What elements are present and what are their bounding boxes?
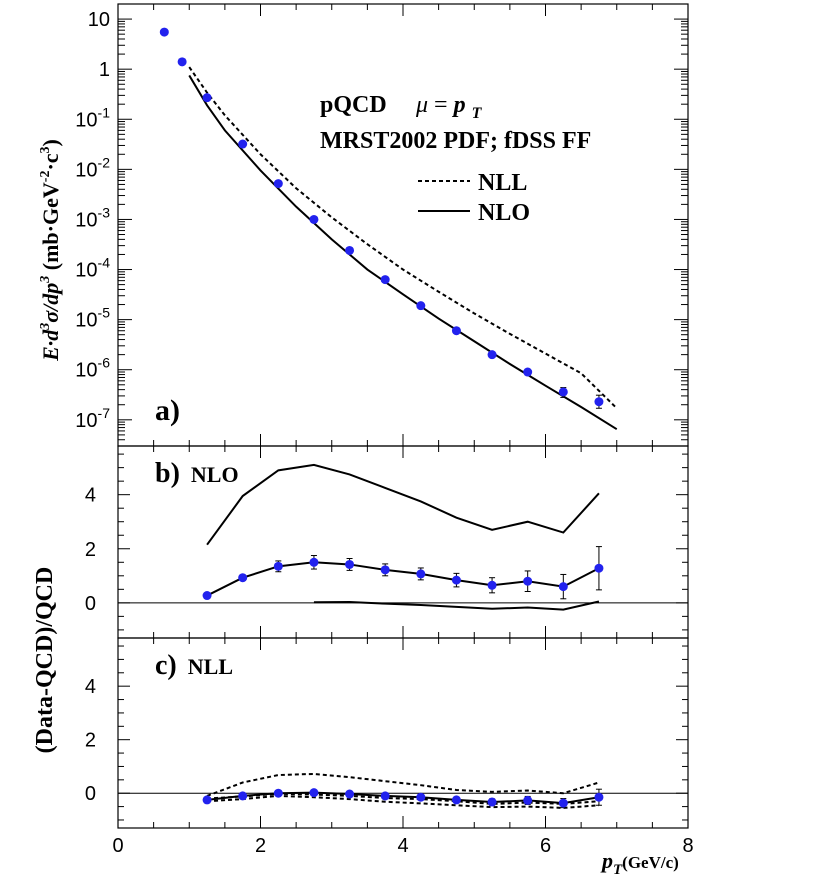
data-point (273, 561, 283, 571)
legend-nlo-label: NLO (478, 200, 530, 226)
data-point (487, 350, 497, 360)
y-tick-label: 0 (85, 783, 96, 805)
panel-a-label: a) (155, 394, 180, 427)
panel-a-frame (117, 3, 689, 447)
data-point (380, 275, 390, 285)
panel-a: 10 1 10-1 10-2 10-3 10-4 10-5 10-6 10-7 (75, 3, 689, 447)
data-point (159, 27, 169, 37)
data-line (206, 791, 600, 805)
y-tick-label: 10-3 (75, 204, 110, 231)
panel-b-label: b) NLO (155, 458, 239, 489)
annotation-eq: = (434, 92, 454, 118)
svg-text:pQCD: pQCD (320, 92, 387, 118)
annotation-mu: μ (415, 92, 428, 118)
data-point (594, 563, 604, 573)
y-tick-label: 10-7 (75, 405, 110, 432)
data-point (451, 795, 461, 805)
annotation-pqcd-text: pQCD (320, 92, 387, 118)
y-tick-label: 10-2 (75, 154, 110, 181)
x-tick-label: 8 (682, 835, 693, 857)
data-point (238, 139, 248, 149)
data-point (416, 792, 426, 802)
data-point (309, 214, 319, 224)
x-tick-label: 4 (397, 835, 408, 857)
data-point (273, 179, 283, 189)
data-point (416, 301, 426, 311)
data-point (558, 582, 568, 592)
series-line-upper (206, 772, 600, 797)
data-point (380, 791, 390, 801)
data-point (451, 326, 461, 336)
y-tick-label: 10-5 (75, 305, 110, 332)
data-point (558, 798, 568, 808)
y-tick-label: 10-4 (75, 255, 110, 282)
annotation-sub: T (472, 105, 483, 122)
data-point (309, 788, 319, 798)
data-point (345, 559, 355, 569)
data-point (487, 580, 497, 590)
svg-text:μ = p T: μ = p T (415, 92, 483, 122)
data-point (523, 576, 533, 586)
series-line-nll (188, 66, 618, 409)
y-tick-label: 10-6 (75, 355, 110, 382)
y-tick-label: 0 (85, 593, 96, 615)
series-line-upper (206, 463, 600, 546)
data-line (206, 561, 600, 597)
panel-b: 0 2 4 (85, 445, 689, 639)
series-line-lower (313, 600, 600, 611)
x-tick-label: 2 (255, 835, 266, 857)
series-line-low (207, 794, 600, 809)
y-tick-label: 10-1 (75, 104, 110, 131)
data-point (594, 792, 604, 802)
data-point (202, 93, 212, 103)
data-point (594, 397, 604, 407)
lower-ylabel: (Data-QCD)/QCD (32, 567, 58, 754)
data-point (177, 57, 187, 67)
x-tick-label: 0 (112, 835, 123, 857)
data-point (380, 565, 390, 575)
annotation-p: p (452, 92, 466, 118)
panel-a-ylabel: E·d3σ/dp3 (mb·GeV-2·c3) (38, 139, 63, 362)
data-point (238, 573, 248, 583)
data-point (345, 245, 355, 255)
data-point (238, 791, 248, 801)
annotation-pqcd: pQCD μ = p T (320, 92, 483, 122)
y-tick-label: 4 (85, 676, 96, 698)
data-point (345, 789, 355, 799)
y-tick-label: 2 (85, 730, 96, 752)
annotation-pdf: MRST2002 PDF; fDSS FF (320, 128, 591, 154)
data-point (451, 575, 461, 585)
legend-nll-label: NLL (478, 170, 527, 196)
data-point (523, 367, 533, 377)
data-point (487, 797, 497, 807)
x-tick-label: 6 (540, 835, 551, 857)
x-axis-title: pT(GeV/c) (600, 848, 679, 878)
data-point (523, 795, 533, 805)
data-point (273, 788, 283, 798)
data-point (309, 557, 319, 567)
svg-text:E·d3σ/dp3 (mb·GeV-2·c3): E·d3σ/dp3 (mb·GeV-2·c3) (38, 139, 63, 362)
data-point (416, 569, 426, 579)
panel-c: 0 2 4 0 2 4 6 8 (85, 637, 694, 857)
data-point (202, 795, 212, 805)
panel-c-label: c) NLL (155, 650, 233, 681)
y-tick-label: 10 (88, 9, 110, 31)
y-tick-label: 2 (85, 539, 96, 561)
y-tick-label: 1 (99, 59, 110, 81)
data-point (558, 387, 568, 397)
data-point (202, 591, 212, 601)
y-tick-label: 4 (85, 485, 96, 507)
